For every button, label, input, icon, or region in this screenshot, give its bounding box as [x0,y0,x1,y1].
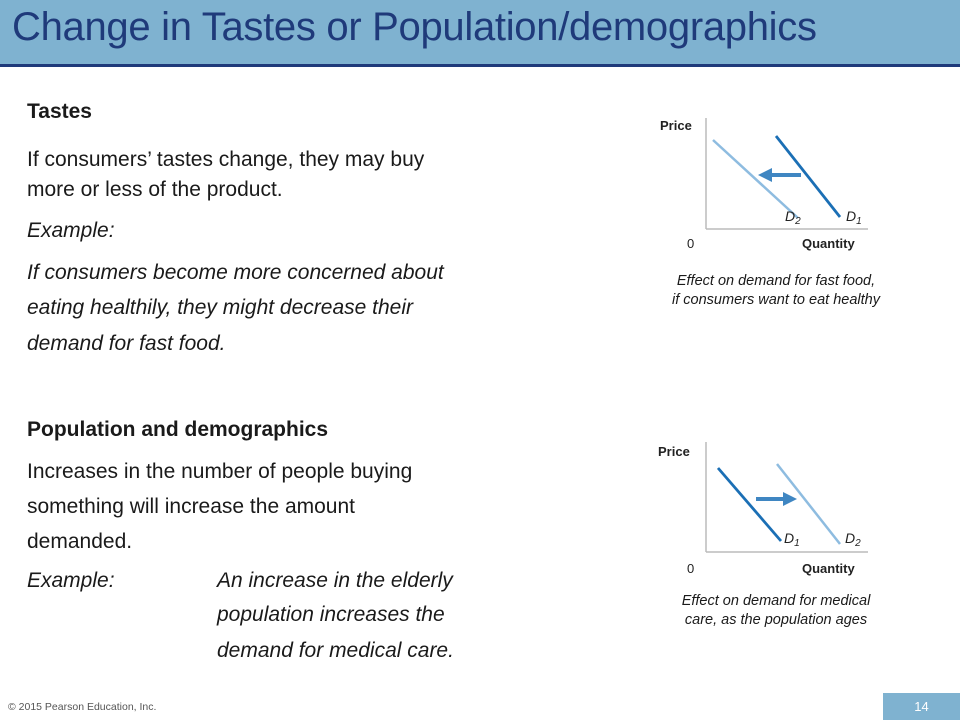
graph2-origin-label: 0 [687,561,694,576]
graph1-d1-label: D1 [846,208,862,227]
graph2-price-label: Price [658,444,690,459]
tastes-example-line-3: demand for fast food. [27,332,226,355]
graph1-origin-label: 0 [687,236,694,251]
tastes-example-line-1: If consumers become more concerned about [27,261,444,284]
population-example-line-1: An increase in the elderly [217,569,453,592]
graph1-quantity-label: Quantity [802,236,855,251]
population-line-3: demanded. [27,530,133,553]
graph2-shift-right-arrow [756,492,797,506]
graph2-curve-d2 [776,463,841,545]
fast-food-demand-graph: Price D2 D1 0 Quantity [660,118,868,251]
tastes-example-label: Example: [27,219,115,242]
graph1-curve-d2 [712,139,799,219]
tastes-example-line-2: eating healthily, they might decrease th… [27,296,413,319]
graph2-caption: Effect on demand for medical care, as th… [620,592,932,630]
graph1-curve-d1 [774,135,842,218]
graph1-caption-line-1: Effect on demand for fast food, [676,273,876,289]
population-line-2: something will increase the amount [27,495,356,518]
title-bar: Change in Tastes or Population/demograph… [0,0,960,64]
page-number-box: 14 [883,693,960,720]
graph1-caption-line-2: if consumers want to eat healthy [672,292,880,308]
page-number: 14 [914,699,929,714]
population-heading: Population and demographics [27,418,329,441]
population-example-label: Example: [27,569,115,592]
population-example-text: An increase in the elderly population in… [217,565,577,667]
tastes-line-1: If consumers’ tastes change, they may bu… [27,148,425,171]
population-example: Example: An increase in the elderly popu… [27,565,627,675]
graph2-caption-line-1: Effect on demand for medical [681,593,871,609]
graph1-shift-left-arrow [758,168,801,182]
title-divider [0,64,960,67]
graph2-quantity-label: Quantity [802,561,855,576]
population-example-line-3: demand for medical care. [217,639,454,662]
population-line-1: Increases in the number of people buying [27,460,413,483]
graph2-curve-d1 [716,467,783,542]
graph2-caption-line-2: care, as the population ages [684,612,868,628]
tastes-heading: Tastes [27,100,92,123]
graph2-d1-label: D1 [784,530,800,549]
population-example-line-2: population increases the [217,603,445,626]
medical-care-demand-graph: Price D1 D2 0 Quantity [658,442,868,576]
tastes-line-2: more or less of the product. [27,178,283,201]
graph1-caption: Effect on demand for fast food, if consu… [620,272,932,310]
slide-title: Change in Tastes or Population/demograph… [12,5,817,49]
graph1-d2-label: D2 [785,208,801,227]
graph1-price-label: Price [660,118,692,133]
graph2-d2-label: D2 [845,530,861,549]
copyright-text: © 2015 Pearson Education, Inc. [8,701,157,713]
